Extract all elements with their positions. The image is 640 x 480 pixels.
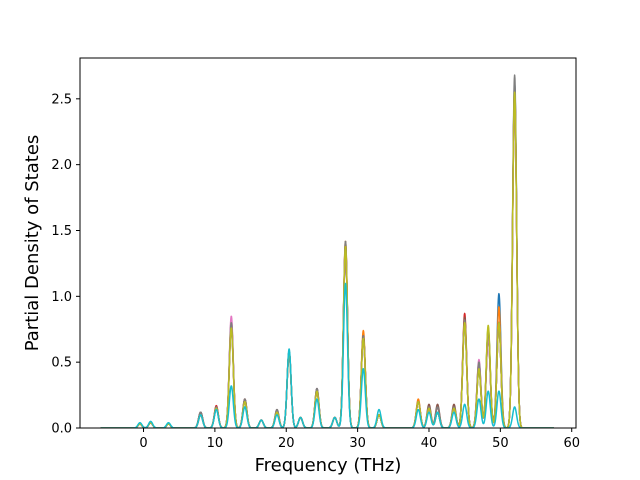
x-tick-label: 10 (207, 436, 224, 451)
y-tick-label: 1.5 (51, 224, 72, 239)
x-tick-label: 40 (421, 436, 438, 451)
x-axis: 0 10 20 30 40 50 60 (139, 428, 580, 451)
y-axis-label: Partial Density of States (22, 135, 43, 352)
x-tick-label: 0 (139, 436, 147, 451)
x-tick-label: 60 (563, 436, 580, 451)
y-tick-label: 2.0 (51, 158, 72, 173)
y-axis: 0.0 0.5 1.0 1.5 2.0 2.5 (51, 92, 80, 437)
x-tick-label: 50 (492, 436, 509, 451)
x-axis-label: Frequency (THz) (255, 455, 402, 476)
y-tick-label: 0.5 (51, 356, 72, 371)
axes-frame (79, 57, 577, 429)
x-tick-label: 20 (278, 436, 295, 451)
y-tick-label: 0.0 (51, 422, 72, 437)
x-tick-label: 30 (349, 436, 366, 451)
y-tick-label: 2.5 (51, 92, 72, 107)
y-tick-label: 1.0 (51, 290, 72, 305)
